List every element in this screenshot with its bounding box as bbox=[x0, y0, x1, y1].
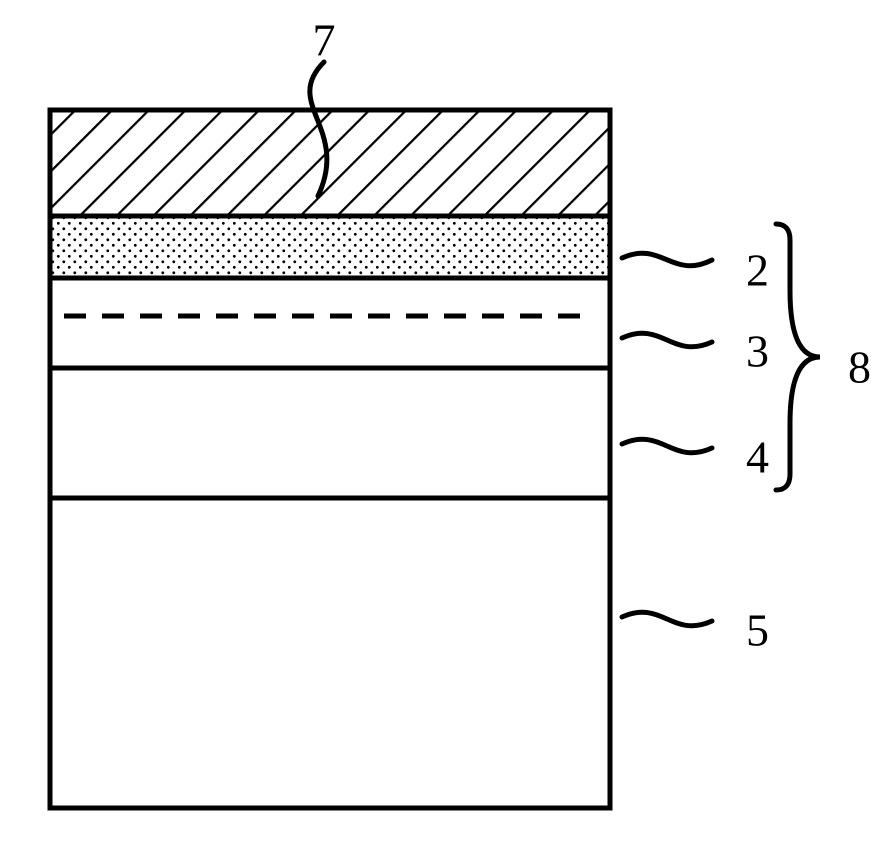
layer-5 bbox=[50, 498, 610, 808]
cross-section-diagram: 7 2 3 4 5 8 bbox=[0, 0, 886, 847]
label-7: 7 bbox=[313, 15, 336, 66]
label-5: 5 bbox=[746, 605, 769, 656]
label-2: 2 bbox=[746, 245, 769, 296]
layer-4 bbox=[50, 368, 610, 498]
layer-7 bbox=[50, 110, 610, 216]
label-3: 3 bbox=[746, 326, 769, 377]
layer-3 bbox=[50, 316, 610, 368]
label-4: 4 bbox=[746, 432, 769, 483]
label-8: 8 bbox=[848, 342, 871, 393]
layer-2 bbox=[50, 216, 610, 278]
layer-3-upper bbox=[50, 278, 610, 316]
